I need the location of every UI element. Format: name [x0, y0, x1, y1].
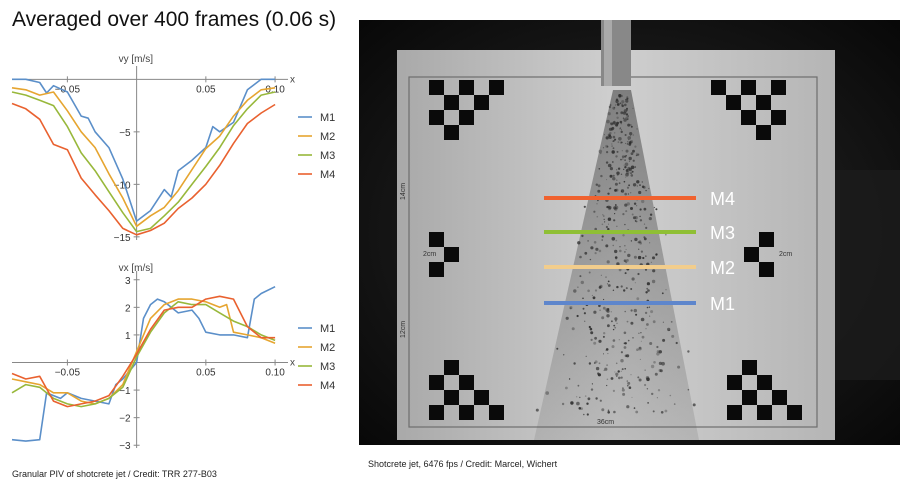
velocity-plots: x vy [m/s] −0.05 0.05 0.10 −5 −10 −15 M1 M2 M3 M4 x…	[11, 54, 335, 452]
marker-square	[727, 405, 742, 420]
legend-label-M2: M2	[320, 131, 335, 143]
marker-square	[429, 80, 444, 95]
shotcrete-jet-photo: 14cm 12cm 2cm 2cm 36cm M4 M3 M2 M1	[359, 20, 900, 445]
label-14cm: 14cm	[400, 183, 407, 200]
marker-square	[474, 95, 489, 110]
marker-square	[459, 80, 474, 95]
y-tick-label: −5	[119, 128, 131, 139]
y-axis-label: vx [m/s]	[119, 263, 154, 274]
x-axis-label: x	[290, 358, 295, 369]
series-line-M2	[11, 298, 276, 405]
marker-square	[444, 247, 459, 262]
series-line-M4	[11, 295, 276, 408]
y-axis-label: vy [m/s]	[119, 54, 154, 65]
label-2cm-left: 2cm	[423, 251, 436, 258]
y-tick-label: 3	[125, 276, 131, 287]
plastic-sheet	[829, 170, 900, 380]
marker-square	[489, 80, 504, 95]
marker-square	[459, 110, 474, 125]
page-title: Averaged over 400 frames (0.06 s)	[12, 8, 337, 31]
marker-square	[711, 80, 726, 95]
marker-square	[756, 125, 771, 140]
y-tick-label: −15	[114, 233, 131, 244]
measure-label-M4: M4	[710, 189, 735, 209]
y-tick-label: −2	[119, 414, 131, 425]
vx-chart: x vx [m/s] −0.05 0.05 0.10 3 2 1 −1 −2 −3 M1 M2 M3 M4	[11, 263, 335, 452]
marker-square	[772, 390, 787, 405]
marker-square	[771, 110, 786, 125]
legend-label-M2: M2	[320, 342, 335, 354]
marker-square	[459, 405, 474, 420]
marker-square	[727, 375, 742, 390]
marker-square	[759, 262, 774, 277]
marker-square	[459, 375, 474, 390]
legend-label-M3: M3	[320, 150, 335, 162]
marker-square	[429, 110, 444, 125]
y-tick-label: −10	[114, 180, 131, 191]
legend-label-M1: M1	[320, 323, 335, 335]
measure-label-M3: M3	[710, 223, 735, 243]
marker-square	[741, 80, 756, 95]
vy-chart: x vy [m/s] −0.05 0.05 0.10 −5 −10 −15 M1 M2 M3 M4	[11, 54, 335, 244]
marker-square	[474, 390, 489, 405]
x-tick-label: −0.05	[55, 84, 81, 95]
marker-square	[756, 95, 771, 110]
caption-right: Shotcrete jet, 6476 fps / Credit: Marcel…	[368, 459, 558, 469]
marker-square	[429, 262, 444, 277]
marker-square	[444, 390, 459, 405]
series-line-M1	[11, 285, 276, 442]
legend-label-M4: M4	[320, 380, 335, 392]
marker-square	[742, 360, 757, 375]
legend-label-M4: M4	[320, 169, 335, 181]
marker-square	[771, 80, 786, 95]
marker-square	[757, 405, 772, 420]
marker-square	[444, 125, 459, 140]
measure-label-M2: M2	[710, 258, 735, 278]
marker-square	[429, 375, 444, 390]
marker-square	[444, 95, 459, 110]
marker-square	[429, 232, 444, 247]
x-tick-label: 0.05	[196, 368, 216, 379]
marker-square	[726, 95, 741, 110]
marker-square	[489, 405, 504, 420]
series-line-M3	[11, 91, 276, 233]
label-36cm: 36cm	[597, 419, 614, 426]
caption-left: Granular PIV of shotcrete jet / Credit: …	[12, 469, 217, 479]
marker-square	[741, 110, 756, 125]
marker-square	[429, 405, 444, 420]
y-tick-label: 2	[125, 303, 131, 314]
x-tick-label: 0.10	[265, 368, 285, 379]
calibration-markers	[429, 80, 802, 420]
legend-label-M3: M3	[320, 361, 335, 373]
marker-square	[787, 405, 802, 420]
label-2cm-right: 2cm	[779, 251, 792, 258]
label-12cm: 12cm	[400, 321, 407, 338]
measure-label-M1: M1	[710, 294, 735, 314]
marker-square	[444, 360, 459, 375]
series-line-M4	[11, 102, 276, 236]
series-line-M2	[11, 87, 276, 228]
measurement-lines: M4 M3 M2 M1	[544, 189, 735, 314]
legend-label-M1: M1	[320, 112, 335, 124]
series-line-M1	[12, 78, 276, 222]
y-tick-label: −3	[119, 441, 131, 452]
x-tick-label: 0.10	[265, 84, 285, 95]
marker-square	[742, 390, 757, 405]
y-tick-label: 1	[125, 331, 131, 342]
y-tick-label: −1	[119, 386, 131, 397]
x-axis-label: x	[290, 74, 295, 85]
spray-particles	[535, 94, 696, 416]
series-line-M3	[11, 300, 276, 408]
marker-square	[757, 375, 772, 390]
marker-square	[759, 232, 774, 247]
marker-square	[744, 247, 759, 262]
x-tick-label: −0.05	[55, 368, 81, 379]
x-tick-label: 0.05	[196, 84, 216, 95]
